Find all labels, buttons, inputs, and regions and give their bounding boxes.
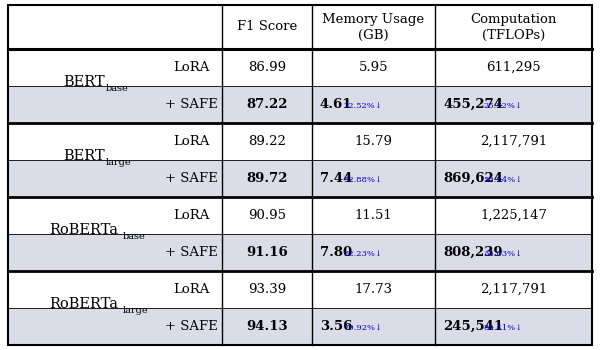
Text: large: large bbox=[106, 158, 131, 167]
Text: 34.03%↓: 34.03%↓ bbox=[484, 250, 523, 258]
Text: 22.52%↓: 22.52%↓ bbox=[343, 102, 382, 110]
Text: 52.88%↓: 52.88%↓ bbox=[343, 175, 382, 183]
Text: 94.13: 94.13 bbox=[246, 320, 288, 333]
Bar bbox=[8, 86, 592, 123]
Text: 93.39: 93.39 bbox=[248, 283, 286, 296]
Text: RoBERTa: RoBERTa bbox=[49, 297, 119, 311]
Text: LoRA: LoRA bbox=[173, 209, 209, 222]
Text: 90.95: 90.95 bbox=[248, 209, 286, 222]
Text: 869,624: 869,624 bbox=[443, 172, 503, 185]
Text: LoRA: LoRA bbox=[173, 135, 209, 148]
Bar bbox=[8, 308, 592, 345]
Text: RoBERTa: RoBERTa bbox=[49, 223, 119, 237]
Text: 15.79: 15.79 bbox=[355, 135, 392, 148]
Text: 79.92%↓: 79.92%↓ bbox=[343, 323, 382, 331]
Text: F1 Score: F1 Score bbox=[237, 21, 297, 34]
Bar bbox=[8, 160, 592, 197]
Text: 91.16: 91.16 bbox=[246, 246, 288, 259]
Text: 1,225,147: 1,225,147 bbox=[480, 209, 547, 222]
Text: Memory Usage
(GB): Memory Usage (GB) bbox=[322, 13, 425, 42]
Text: BERT: BERT bbox=[63, 149, 105, 163]
Text: 7.80: 7.80 bbox=[320, 246, 352, 259]
Text: 11.51: 11.51 bbox=[355, 209, 392, 222]
Text: 88.41%↓: 88.41%↓ bbox=[484, 323, 523, 331]
Text: 3.56: 3.56 bbox=[320, 320, 352, 333]
Bar bbox=[8, 234, 592, 271]
Text: 32.23%↓: 32.23%↓ bbox=[343, 250, 382, 258]
Text: BERT: BERT bbox=[63, 75, 105, 89]
Text: 455,274: 455,274 bbox=[443, 98, 503, 111]
Text: 87.22: 87.22 bbox=[246, 98, 288, 111]
Text: 17.73: 17.73 bbox=[355, 283, 392, 296]
Text: 7.44: 7.44 bbox=[320, 172, 352, 185]
Text: 611,295: 611,295 bbox=[486, 61, 541, 74]
Text: 2,117,791: 2,117,791 bbox=[480, 283, 547, 296]
Text: 89.22: 89.22 bbox=[248, 135, 286, 148]
Text: 5.95: 5.95 bbox=[359, 61, 388, 74]
Text: LoRA: LoRA bbox=[173, 61, 209, 74]
Text: large: large bbox=[122, 306, 148, 315]
Text: 58.94%↓: 58.94%↓ bbox=[484, 175, 523, 183]
Text: + SAFE: + SAFE bbox=[164, 98, 217, 111]
Text: 4.61: 4.61 bbox=[320, 98, 353, 111]
Text: + SAFE: + SAFE bbox=[164, 246, 217, 259]
Text: + SAFE: + SAFE bbox=[164, 320, 217, 333]
Text: 25.52%↓: 25.52%↓ bbox=[484, 102, 523, 110]
Text: 245,541: 245,541 bbox=[443, 320, 503, 333]
Text: 86.99: 86.99 bbox=[248, 61, 286, 74]
Text: base: base bbox=[106, 84, 129, 93]
Text: 2,117,791: 2,117,791 bbox=[480, 135, 547, 148]
Text: 89.72: 89.72 bbox=[246, 172, 288, 185]
Text: base: base bbox=[122, 232, 145, 241]
Text: LoRA: LoRA bbox=[173, 283, 209, 296]
Text: + SAFE: + SAFE bbox=[164, 172, 217, 185]
Text: Computation
(TFLOPs): Computation (TFLOPs) bbox=[470, 13, 557, 42]
Text: 808,239: 808,239 bbox=[443, 246, 503, 259]
